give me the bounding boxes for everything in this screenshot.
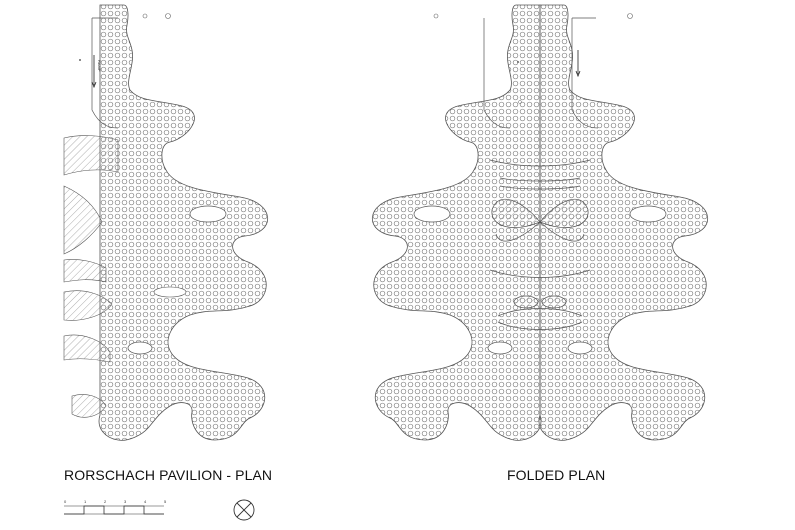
scale-tick-2: 2 [104,499,107,504]
scale-tick-0: 0 [64,499,67,504]
folded-plan-title: FOLDED PLAN [507,467,606,483]
scale-bar: 0 1 2 3 4 5 [64,499,167,515]
ramp-label: RAMP [97,60,102,72]
plan-title: RORSCHACH PAVILION - PLAN [64,467,273,483]
ramp-right [571,17,599,129]
north-arrow-icon [233,499,255,521]
scale-tick-1: 1 [84,499,87,504]
center-folds [489,159,591,330]
scale-tick-4: 4 [144,499,147,504]
plan-drawing: RAMP [63,4,269,441]
hatched-fold-panels [63,135,119,418]
ramp: RAMP [91,17,119,129]
ramp-left [483,18,511,129]
scale-tick-3: 3 [124,499,127,504]
pavilion-half-plan [98,4,269,441]
scale-tick-5: 5 [164,499,167,504]
folded-left-half [371,4,542,441]
folded-right-half [538,4,709,441]
folded-plan-drawing [371,4,709,441]
